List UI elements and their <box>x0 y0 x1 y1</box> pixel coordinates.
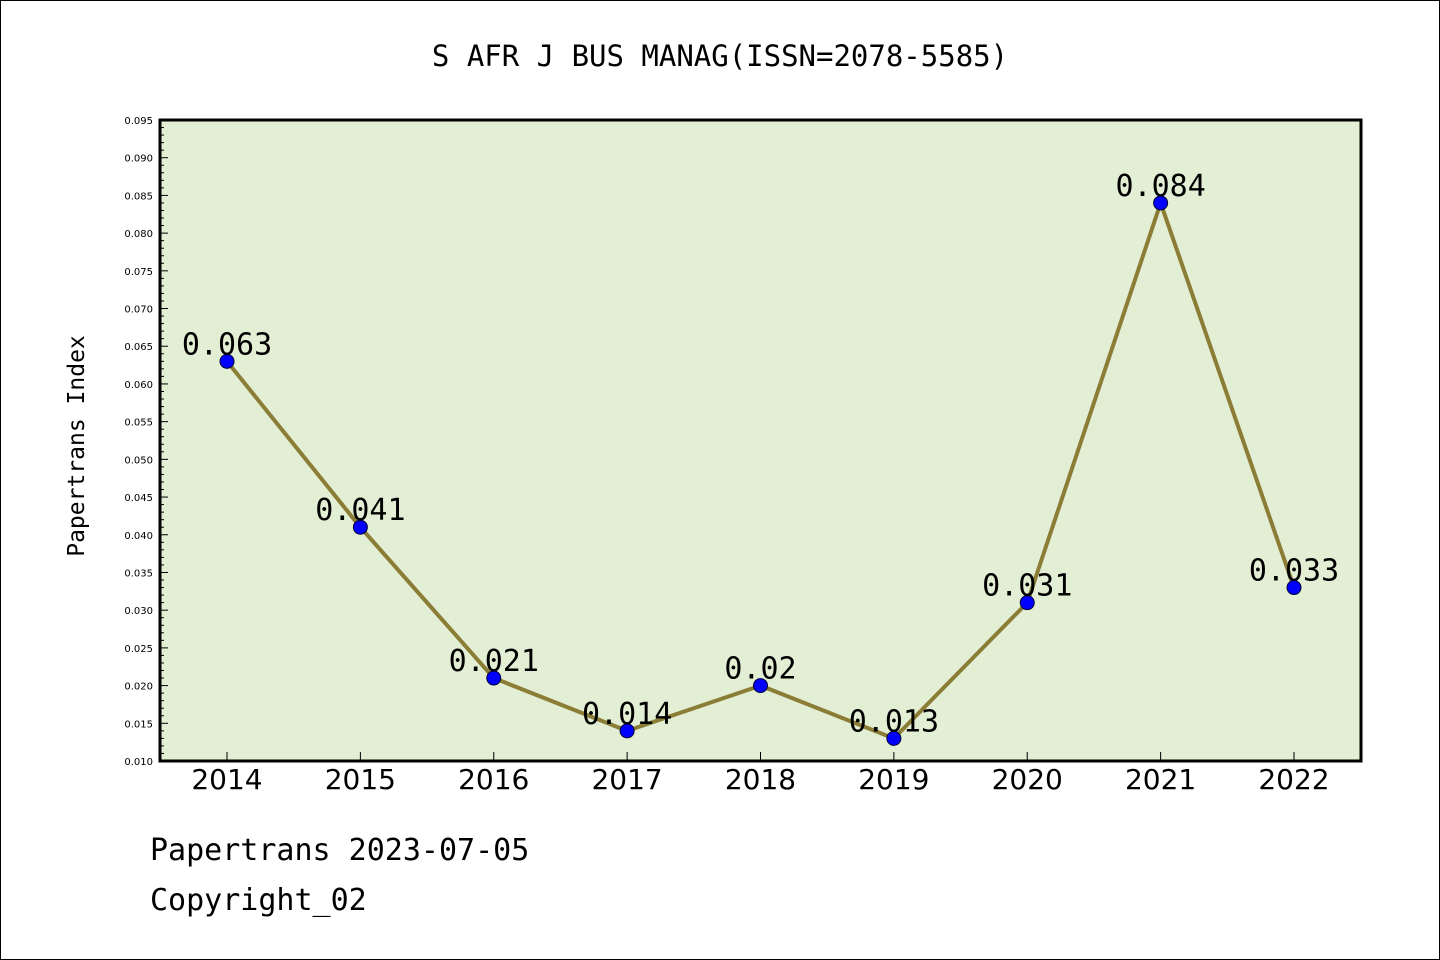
x-tick-label: 2015 <box>325 763 396 796</box>
y-tick-label: 0.010 <box>124 757 153 768</box>
series-layer <box>219 195 1302 746</box>
x-tick-label: 2016 <box>458 763 529 796</box>
y-tick-label: 0.020 <box>124 682 153 693</box>
footer-source-date: Papertrans 2023-07-05 <box>150 833 530 868</box>
data-point <box>352 519 368 535</box>
data-labels: 0.063 0.041 0.021 0.014 0.02 0.013 0.031 0.084 0… <box>182 169 1339 739</box>
y-tick-label: 0.085 <box>124 191 153 202</box>
data-label: 0.031 <box>982 569 1072 604</box>
data-label: 0.014 <box>582 697 672 732</box>
data-point <box>619 723 635 739</box>
y-tick-label: 0.045 <box>124 493 153 504</box>
y-axis: 0.010 0.015 0.020 0.025 0.030 0.035 0.040 0.045… <box>124 116 168 768</box>
data-point <box>486 670 502 686</box>
y-tick-label: 0.025 <box>124 644 153 655</box>
x-tick-label: 2020 <box>992 763 1063 796</box>
data-point <box>886 730 902 746</box>
data-label: 0.084 <box>1115 169 1205 204</box>
x-tick-label: 2014 <box>191 763 262 796</box>
y-tick-label: 0.060 <box>124 380 153 391</box>
y-tick-label: 0.055 <box>124 418 153 429</box>
y-tick-label: 0.035 <box>124 568 153 579</box>
data-label: 0.013 <box>849 704 939 739</box>
x-tick-label: 2022 <box>1258 763 1329 796</box>
data-label: 0.02 <box>724 652 796 687</box>
chart-title: S AFR J BUS MANAG(ISSN=2078-5585) <box>432 39 1008 73</box>
data-label: 0.063 <box>182 327 272 362</box>
data-point <box>1019 595 1035 611</box>
y-axis-label: Papertrans Index <box>64 335 90 557</box>
y-tick-label: 0.040 <box>124 531 153 542</box>
x-tick-label: 2017 <box>591 763 662 796</box>
y-tick-label: 0.095 <box>124 116 153 127</box>
data-point <box>1153 195 1169 211</box>
y-tick-label: 0.070 <box>124 305 153 316</box>
data-label: 0.021 <box>449 644 539 679</box>
y-tick-label: 0.065 <box>124 342 153 353</box>
data-label: 0.033 <box>1249 554 1339 589</box>
y-tick-label: 0.090 <box>124 154 153 165</box>
x-tick-label: 2021 <box>1125 763 1196 796</box>
x-tick-label: 2018 <box>725 763 796 796</box>
x-tick-label: 2019 <box>858 763 929 796</box>
y-tick-label: 0.050 <box>124 455 153 466</box>
data-point <box>219 353 235 369</box>
x-axis: 2014 2015 2016 2017 2018 2019 2020 2021 2022 <box>191 752 1330 796</box>
data-point <box>753 678 768 694</box>
y-tick-label: 0.080 <box>124 229 153 240</box>
y-tick-label: 0.015 <box>124 719 153 730</box>
y-tick-label: 0.030 <box>124 606 153 617</box>
y-tick-label: 0.075 <box>124 267 153 278</box>
plot-area <box>158 118 1363 763</box>
footer-copyright: Copyright_02 <box>150 883 367 918</box>
data-point <box>1286 580 1302 596</box>
data-label: 0.041 <box>315 493 405 528</box>
